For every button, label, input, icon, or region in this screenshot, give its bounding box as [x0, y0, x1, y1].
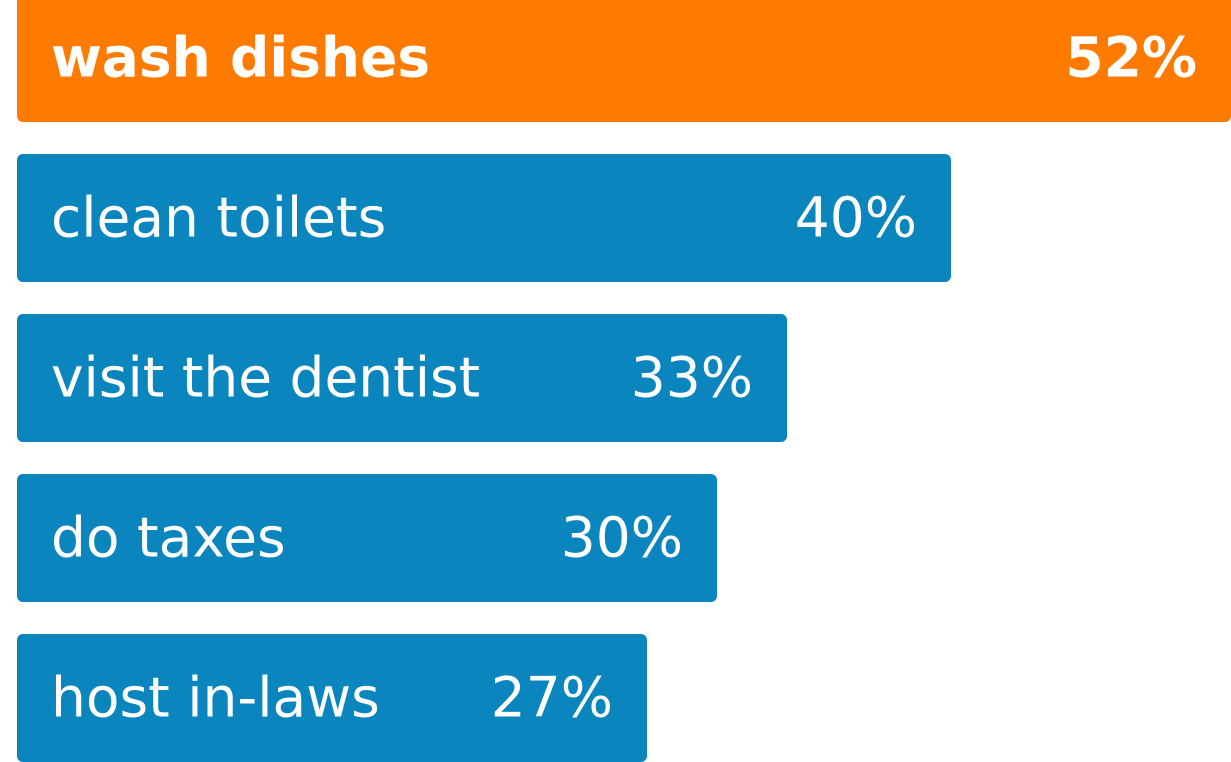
data-label: 30% [560, 505, 683, 570]
bar-host-in-laws: host in-laws 27% [17, 634, 647, 762]
bar-label: visit the dentist [51, 345, 481, 410]
data-label: 33% [630, 345, 753, 410]
bar-label: wash dishes [51, 25, 431, 90]
bar-visit-the-dentist: visit the dentist 33% [17, 314, 787, 442]
data-label: 52% [1065, 25, 1197, 90]
bar-label: do taxes [51, 505, 286, 570]
data-label: 27% [490, 665, 613, 730]
bar-do-taxes: do taxes 30% [17, 474, 717, 602]
bar-label: clean toilets [51, 185, 387, 250]
bar-wash-dishes: wash dishes 52% [17, 0, 1231, 122]
bar-label: host in-laws [51, 665, 380, 730]
data-label: 40% [794, 185, 917, 250]
bar-clean-toilets: clean toilets 40% [17, 154, 951, 282]
bar-chart: wash dishes 52% clean toilets 40% visit the … [17, 0, 1231, 762]
